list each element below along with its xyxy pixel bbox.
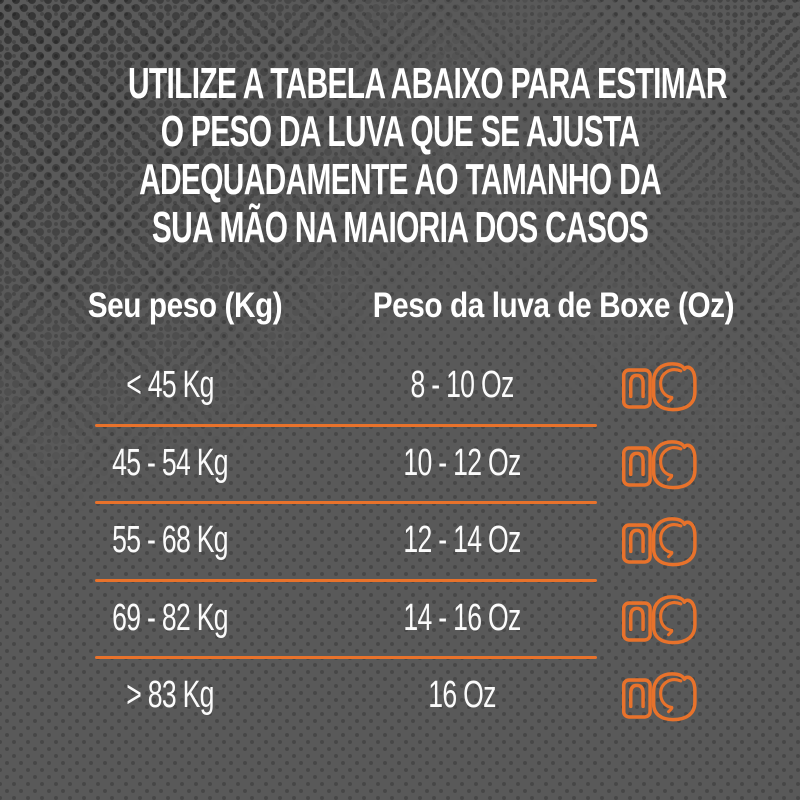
weight-cell: 45 - 54 Kg bbox=[112, 442, 228, 484]
boxing-glove-icon bbox=[621, 672, 697, 722]
table-row: 69 - 82 Kg 14 - 16 Oz bbox=[0, 589, 800, 647]
row-divider bbox=[95, 656, 597, 659]
weight-cell: < 45 Kg bbox=[126, 364, 214, 406]
glove-weight-cell: 12 - 14 Oz bbox=[403, 519, 521, 561]
row-divider bbox=[95, 424, 597, 427]
title-line-2: O PESO DA LUVA QUE SE AJUSTA bbox=[160, 107, 640, 156]
boxing-glove-icon bbox=[621, 362, 697, 412]
glove-weight-cell: 8 - 10 Oz bbox=[410, 364, 514, 406]
title-line-3: ADEQUADAMENTE AO TAMANHO DA bbox=[139, 155, 662, 204]
weight-cell: 55 - 68 Kg bbox=[112, 519, 228, 561]
glove-weight-cell: 10 - 12 Oz bbox=[403, 442, 521, 484]
row-divider bbox=[95, 501, 597, 504]
column-header-weight: Seu peso (Kg) bbox=[87, 286, 283, 325]
column-header-glove-weight: Peso da luva de Boxe (Oz) bbox=[372, 286, 735, 325]
title-line-4: SUA MÃO NA MAIORIA DOS CASOS bbox=[151, 203, 649, 252]
boxing-glove-icon bbox=[621, 517, 697, 567]
table-row: 55 - 68 Kg 12 - 14 Oz bbox=[0, 511, 800, 569]
row-divider bbox=[95, 579, 597, 582]
table-row: < 45 Kg 8 - 10 Oz bbox=[0, 356, 800, 414]
title-line-1: UTILIZE A TABELA ABAIXO PARA ESTIMAR bbox=[128, 59, 728, 108]
page-title: UTILIZE A TABELA ABAIXO PARA ESTIMAR O P… bbox=[0, 60, 800, 252]
glove-weight-cell: 14 - 16 Oz bbox=[403, 597, 521, 639]
table-row: 45 - 54 Kg 10 - 12 Oz bbox=[0, 434, 800, 492]
glove-weight-cell: 16 Oz bbox=[428, 674, 496, 716]
weight-cell: 69 - 82 Kg bbox=[112, 597, 228, 639]
weight-cell: > 83 Kg bbox=[126, 674, 214, 716]
boxing-glove-icon bbox=[621, 595, 697, 645]
boxing-glove-icon bbox=[621, 440, 697, 490]
table-row: > 83 Kg 16 Oz bbox=[0, 666, 800, 724]
